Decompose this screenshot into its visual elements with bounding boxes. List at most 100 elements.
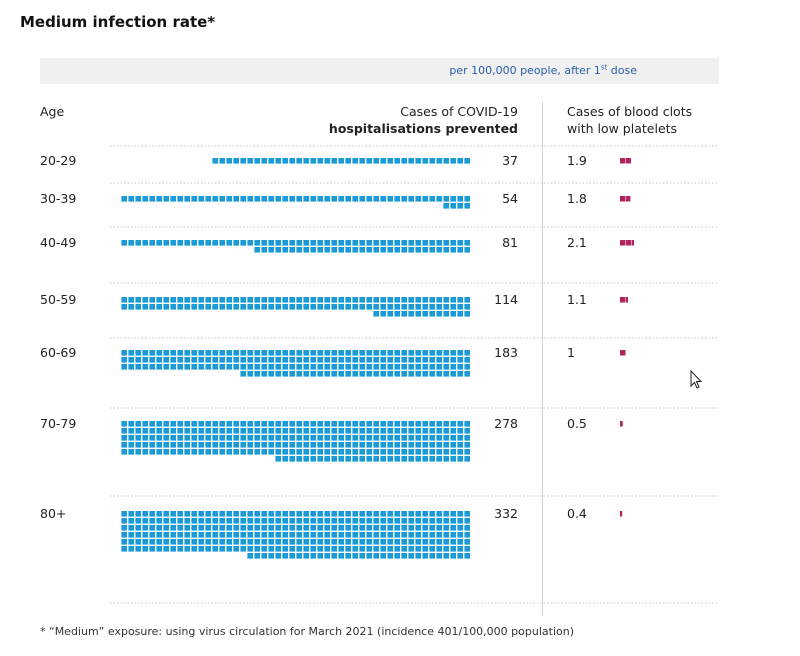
hospitalisation-icon [352,158,358,164]
hospitalisation-icon [317,297,323,303]
hospitalisation-icon [338,240,344,246]
hospitalisation-icon [296,546,302,552]
hospitalisation-icon [149,357,155,363]
hospitalisation-icon [429,364,435,370]
hospitalisation-icon [457,442,463,448]
hospitalisation-icon [289,553,295,559]
hospitalisation-icon [233,518,239,524]
hospitalisation-icon [226,158,232,164]
hospitalisation-icon [303,442,309,448]
blood-clot-icon [620,240,626,246]
hospitalisation-icon [289,350,295,356]
hospitalisation-icon [380,518,386,524]
hospitalisation-icon [317,518,323,524]
hospitalisation-icon [380,297,386,303]
hospitalisation-icon [450,158,456,164]
hospitalisation-icon [149,525,155,531]
hospitalisation-icon [457,304,463,310]
hospitalisation-icon [443,435,449,441]
footnote: * “Medium” exposure: using virus circula… [40,625,574,638]
hospitalisation-icon [303,371,309,377]
hospitalisation-icon [408,240,414,246]
hospitalisation-icon [254,364,260,370]
hospitalisations-header-line1: Cases of COVID-19 [400,104,518,119]
hospitalisation-icon [331,518,337,524]
hospitalisation-icon [191,421,197,427]
hospitalisation-icon [142,196,148,202]
hospitalisation-icon [387,364,393,370]
hospitalisation-icon [219,539,225,545]
hospitalisation-icon [387,196,393,202]
hospitalisation-icon [429,428,435,434]
hospitalisation-icon [121,435,127,441]
hospitalisation-icon [310,511,316,517]
hospitalisation-icon [366,435,372,441]
hospitalisation-icon [380,364,386,370]
hospitalisation-icon [268,350,274,356]
hospitalisation-icon [457,553,463,559]
hospitalisation-icon [212,539,218,545]
hospitalisation-icon [352,525,358,531]
hospitalisation-icon [282,247,288,253]
hospitalisation-icon [149,196,155,202]
hospitalisation-icon [394,158,400,164]
hospitalisation-icon [212,158,218,164]
hospitalisation-icon [226,304,232,310]
hospitalisation-icon [394,449,400,455]
hospitalisation-icon [156,297,162,303]
hospitalisation-icon [359,449,365,455]
hospitalisation-icon [317,539,323,545]
hospitalisation-icon [324,518,330,524]
hospitalisation-icon [352,247,358,253]
hospitalisation-icon [352,364,358,370]
hospitalisation-icon [457,371,463,377]
hospitalisation-icon [177,532,183,538]
hospitalisation-icon [261,511,267,517]
hospitalisation-icon [205,240,211,246]
hospitalisation-icon [275,518,281,524]
clots-value-label: 1.1 [567,292,587,307]
hospitalisation-icon [219,525,225,531]
hospitalisations-header-line2: hospitalisations prevented [328,121,518,136]
hospitalisation-icon [310,435,316,441]
hospitalisation-icon [282,518,288,524]
hospitalisation-icon [464,247,470,253]
hospitalisation-icon [443,442,449,448]
hospitalisation-icon [380,247,386,253]
hospitalisation-icon [219,442,225,448]
hospitalisation-icon [345,456,351,462]
hospitalisation-icon [401,304,407,310]
hospitalisation-icon [205,421,211,427]
hospitalisation-icon [205,297,211,303]
hospitalisation-icon [324,196,330,202]
hospitalisation-icon [247,449,253,455]
hospitalisation-icon [464,364,470,370]
hospitalisation-icon [142,525,148,531]
hospitalisation-icon [450,553,456,559]
hospitalisation-icon [198,525,204,531]
hospitalisation-icon [317,371,323,377]
hospitalisation-icon [415,518,421,524]
hospitalisation-icon [170,304,176,310]
hospitalisation-icon [247,421,253,427]
hospitalisation-icon [156,511,162,517]
hospitalisation-icon [254,435,260,441]
hospitalisation-icon [219,240,225,246]
hospitalisation-icon [324,421,330,427]
hospitalisation-icon [275,304,281,310]
hospitalisation-icon [387,518,393,524]
hospitalisation-icon [247,158,253,164]
hospitalisation-icon [303,357,309,363]
hospitalisation-icon [324,364,330,370]
hospitalisation-icon [408,546,414,552]
hospitalisation-icon [450,525,456,531]
hospitalisation-icon [387,371,393,377]
hospitalisation-icon [191,364,197,370]
hospitalisation-icon [436,196,442,202]
hospitalisation-icon [233,297,239,303]
hospitalisation-icon [450,518,456,524]
hospitalisation-icon [268,442,274,448]
hospitalisation-icon [296,240,302,246]
hospitalisation-icon [394,435,400,441]
hospitalisation-icon [205,546,211,552]
